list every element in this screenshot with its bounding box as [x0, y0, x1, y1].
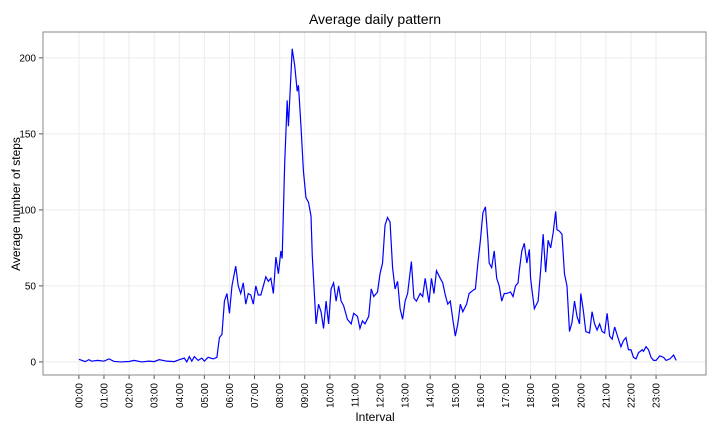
x-tick-label: 06:00: [225, 383, 236, 408]
x-tick-label: 22:00: [626, 383, 637, 408]
x-tick-label: 12:00: [376, 383, 387, 408]
x-tick-label: 02:00: [125, 383, 136, 408]
y-axis-title: Average number of steps: [9, 137, 23, 271]
x-tick-label: 07:00: [250, 383, 261, 408]
x-axis-title: Interval: [355, 410, 394, 424]
x-tick-label: 11:00: [350, 383, 361, 408]
y-tick-label: 100: [19, 205, 36, 216]
x-tick-label: 18:00: [526, 383, 537, 408]
x-tick-label: 23:00: [652, 383, 663, 408]
x-tick-label: 20:00: [576, 383, 587, 408]
x-tick-label: 08:00: [275, 383, 286, 408]
x-tick-label: 13:00: [401, 383, 412, 408]
x-tick-label: 09:00: [300, 383, 311, 408]
y-tick-label: 0: [30, 357, 36, 368]
chart-title: Average daily pattern: [309, 11, 441, 27]
x-tick-label: 17:00: [501, 383, 512, 408]
panel-border: [42, 31, 707, 376]
x-tick-label: 19:00: [551, 383, 562, 408]
x-tick-label: 21:00: [601, 383, 612, 408]
data-line: [78, 48, 677, 364]
y-tick-label: 150: [19, 129, 36, 140]
x-tick-label: 10:00: [325, 383, 336, 408]
x-tick-label: 00:00: [74, 383, 85, 408]
x-tick-label: 16:00: [476, 383, 487, 408]
x-tick-label: 01:00: [99, 383, 110, 408]
x-tick-label: 05:00: [200, 383, 211, 408]
y-tick-label: 200: [19, 53, 36, 64]
y-tick-label: 50: [25, 281, 37, 292]
x-tick-label: 14:00: [426, 383, 437, 408]
x-tick-label: 15:00: [451, 383, 462, 408]
x-tick-label: 03:00: [150, 383, 161, 408]
x-tick-label: 04:00: [175, 383, 186, 408]
